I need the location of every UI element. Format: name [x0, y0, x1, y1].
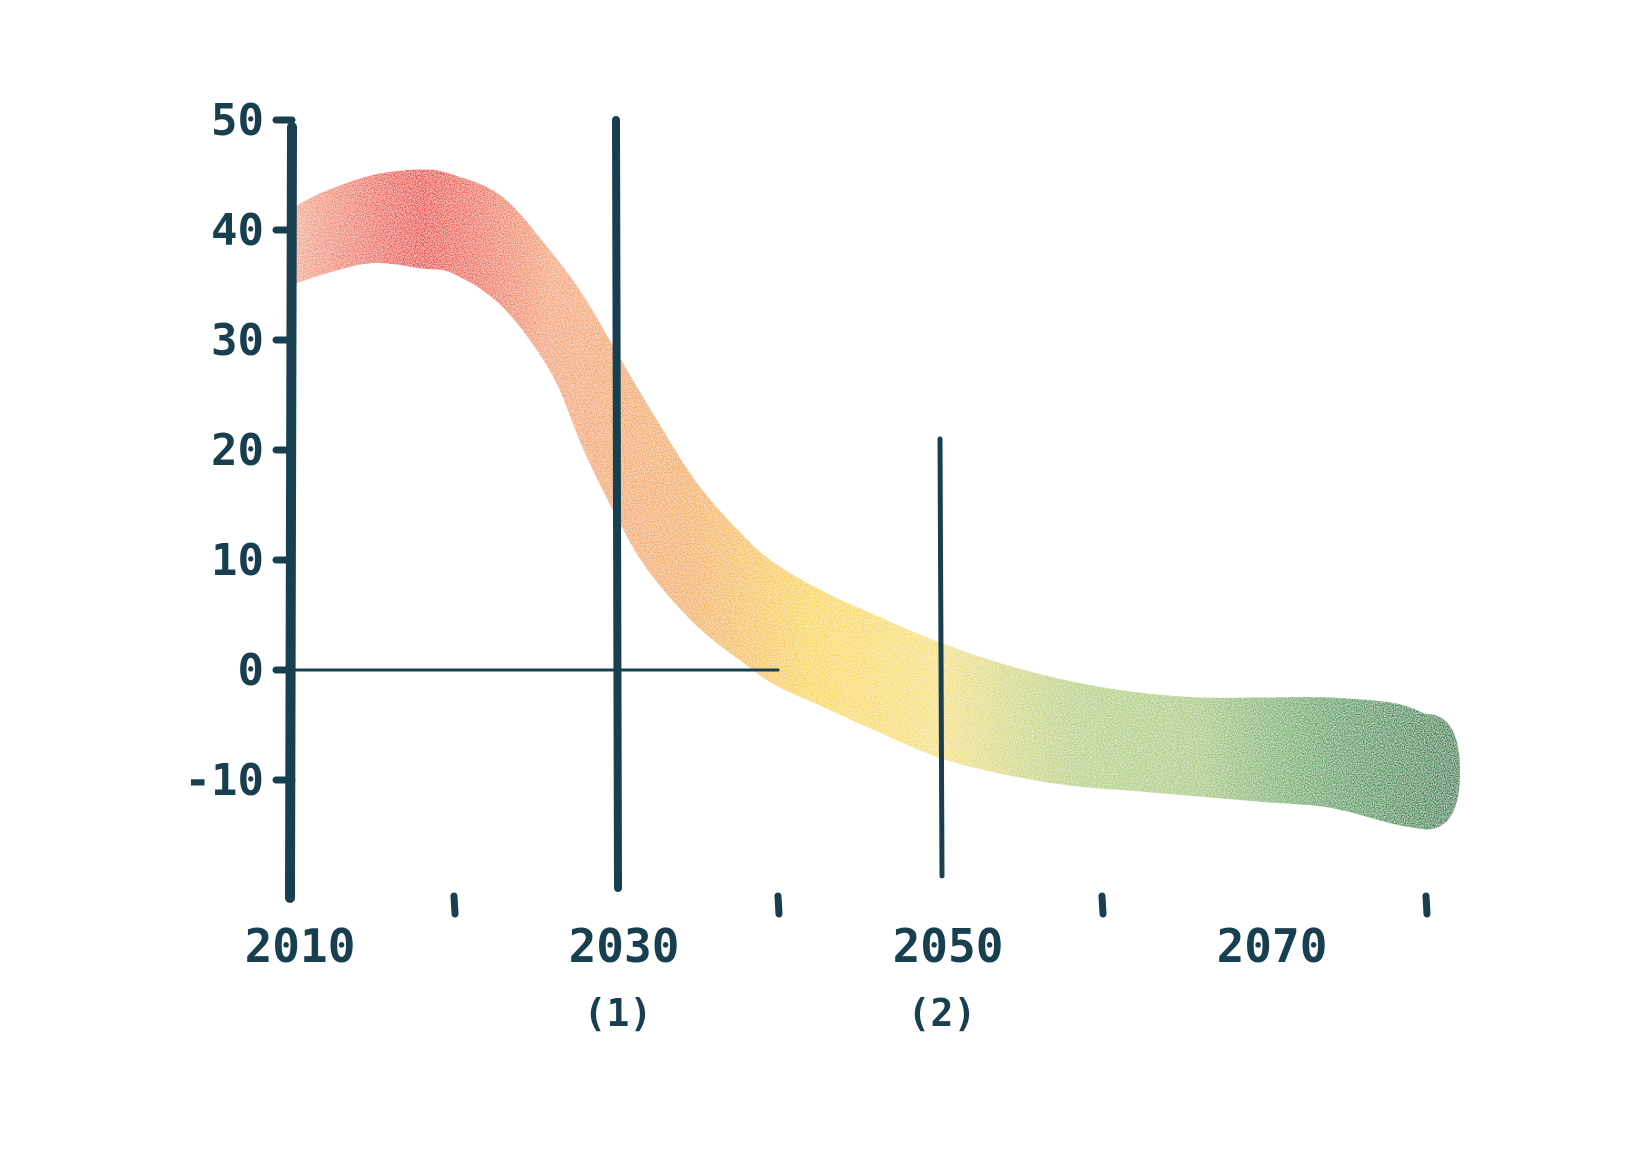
emissions-band-layer — [292, 169, 1460, 830]
x-tick-2040 — [774, 892, 783, 918]
x-tick-label-2070: 2070 — [1217, 919, 1328, 973]
emissions-band — [292, 169, 1460, 830]
x-tick-label-2050: 2050 — [893, 919, 1004, 973]
x-tick-label-2010: 2010 — [245, 919, 356, 973]
y-tick-label: 0 — [238, 645, 265, 696]
reference-line-2050 — [937, 436, 945, 879]
y-axis — [285, 122, 297, 903]
y-tick-label: 50 — [211, 95, 264, 146]
x-tick-2020 — [450, 892, 459, 918]
y-tick-label: 20 — [211, 425, 264, 476]
axes-layer — [272, 116, 1431, 918]
reference-line-2030 — [612, 116, 622, 892]
x-tick-note-2050: (2) — [908, 991, 977, 1035]
y-tick-label: 40 — [211, 205, 264, 256]
x-tick-note-2030: (1) — [584, 991, 653, 1035]
x-tick-2060 — [1098, 892, 1107, 918]
y-tick-label: 30 — [211, 315, 264, 366]
x-tick-label-2030: 2030 — [569, 919, 680, 973]
y-tick-label: 10 — [211, 535, 264, 586]
x-tick-2080 — [1422, 892, 1431, 918]
y-tick-label: -10 — [185, 755, 264, 806]
